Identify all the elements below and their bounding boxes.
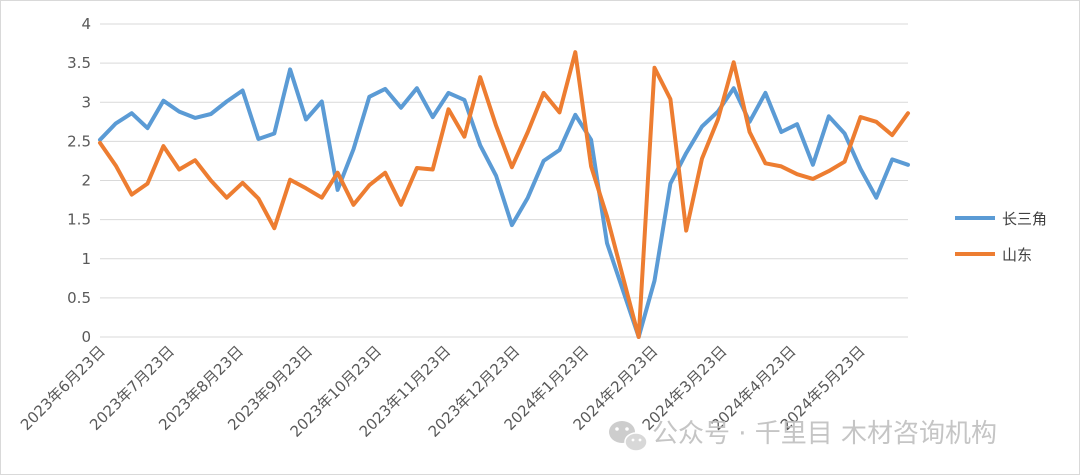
y-axis-tick-labels: 0 0.5 1 1.5 2 2.5 3 3.5 4	[67, 15, 91, 346]
watermark: 公众号 · 千里目 木材咨询机构	[609, 419, 997, 452]
series-lines	[98, 50, 910, 339]
y-tick-label: 1	[81, 250, 91, 268]
y-tick-label: 3	[81, 93, 91, 111]
y-tick-label: 2	[81, 172, 91, 190]
legend-label: 长三角	[1002, 210, 1047, 228]
y-tick-label: 0.5	[67, 289, 91, 307]
y-tick-label: 4	[81, 15, 91, 33]
series-line-0	[98, 67, 910, 339]
y-tick-label: 2.5	[67, 132, 91, 150]
watermark-text: 公众号 · 千里目 木材咨询机构	[652, 419, 997, 449]
y-tick-label: 1.5	[67, 211, 91, 229]
series-line-1	[98, 50, 910, 339]
wechat-icon	[609, 421, 648, 452]
y-tick-label: 3.5	[67, 54, 91, 72]
legend-label: 山东	[1002, 246, 1032, 264]
y-tick-label: 0	[81, 328, 91, 346]
